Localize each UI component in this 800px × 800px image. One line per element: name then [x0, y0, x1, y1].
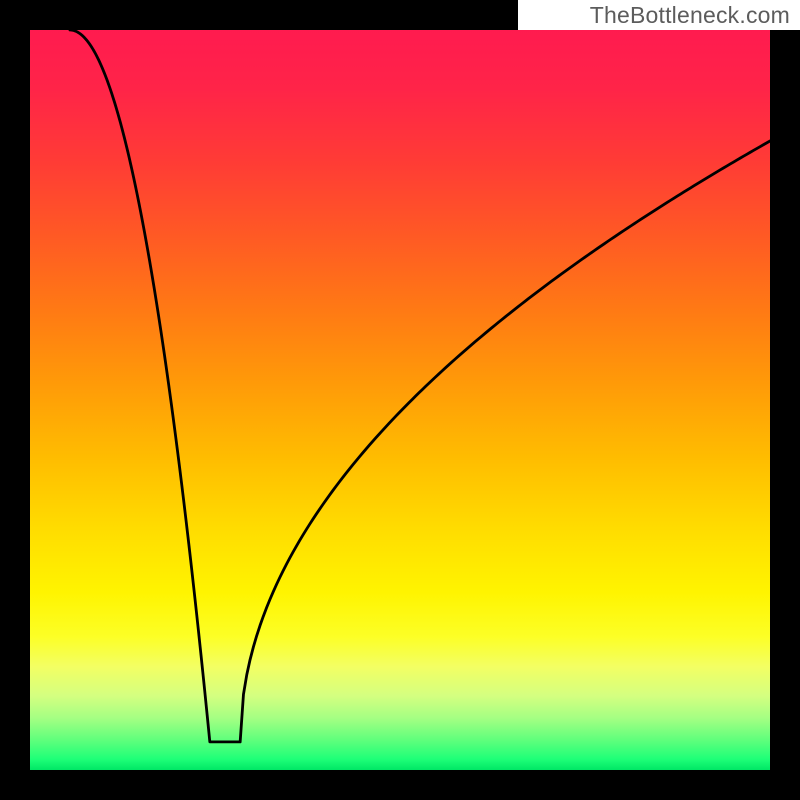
chart-background [30, 30, 770, 770]
bottleneck-chart [30, 30, 770, 770]
watermark-label: TheBottleneck.com [518, 0, 800, 30]
